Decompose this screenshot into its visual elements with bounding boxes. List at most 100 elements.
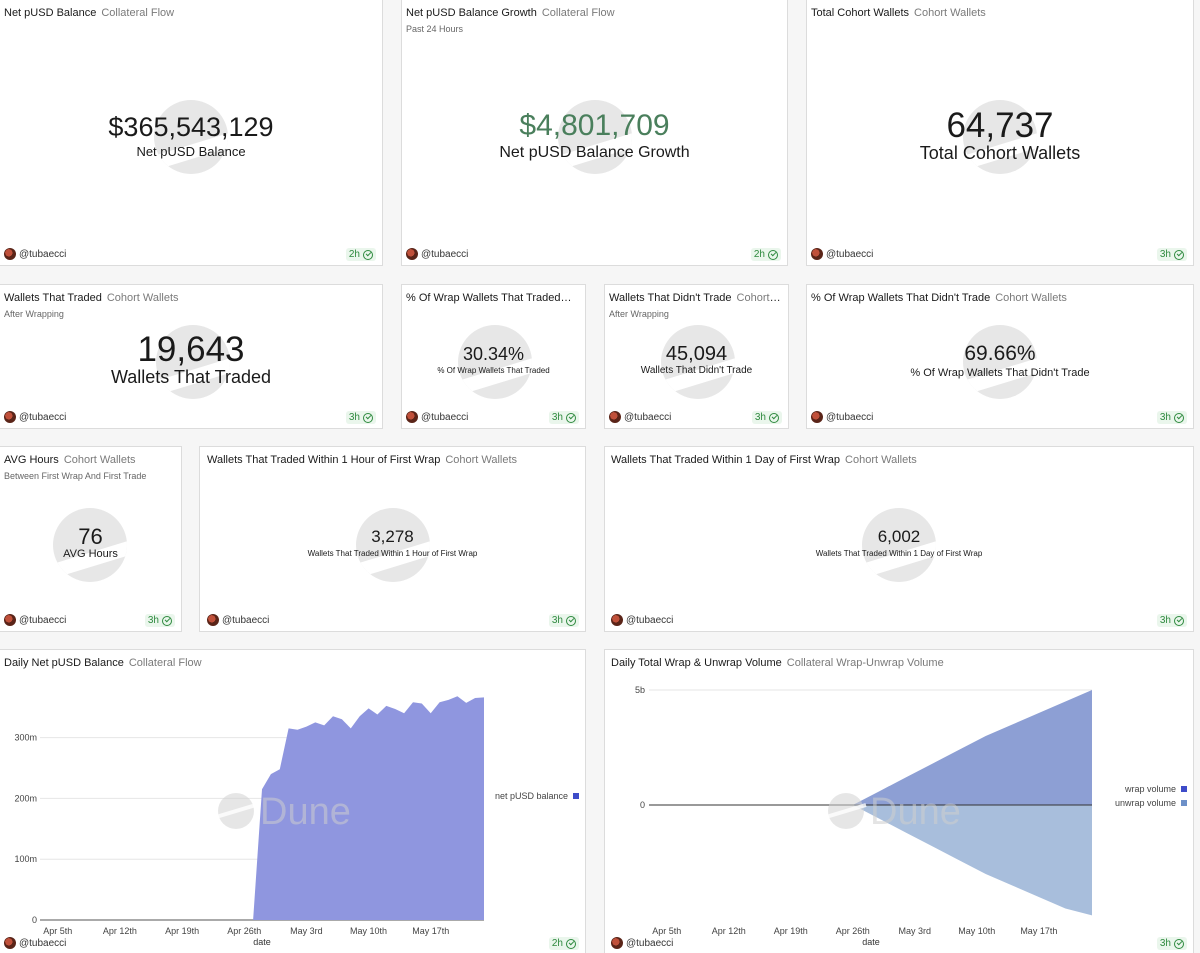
author-name: @tubaecci: [626, 614, 674, 626]
y-tick-label: 100m: [14, 854, 37, 864]
avatar: [811, 411, 823, 423]
author-name: @tubaecci: [19, 937, 67, 949]
author[interactable]: @tubaecci: [4, 411, 66, 423]
card-title[interactable]: % Of Wrap Wallets That Didn't Trade: [811, 292, 991, 304]
card-title[interactable]: % Of Wrap Wallets That Traded: [406, 292, 561, 304]
author-name: @tubaecci: [826, 411, 874, 423]
card-source[interactable]: Collateral Flow: [101, 7, 175, 19]
card-title[interactable]: Wallets That Traded: [4, 292, 102, 304]
author[interactable]: @tubaecci: [406, 248, 468, 260]
card-source[interactable]: Cohort Wallets: [106, 292, 179, 304]
card-header: Total Cohort Wallets Cohort Wallets: [811, 7, 1187, 20]
author[interactable]: @tubaecci: [609, 411, 671, 423]
card-subtitle: After Wrapping: [4, 309, 64, 319]
card-wallets-that-didnt-trade[interactable]: Wallets That Didn't Trade Cohort W... Aft…: [604, 284, 789, 429]
freshness-badge[interactable]: 3h: [1156, 411, 1187, 424]
freshness-badge[interactable]: 3h: [548, 411, 579, 424]
card-title[interactable]: Wallets That Traded Within 1 Day of Firs…: [611, 454, 841, 466]
freshness-badge[interactable]: 3h: [1156, 248, 1187, 261]
check-circle-icon: [1174, 412, 1184, 423]
dune-logo-slash: [215, 803, 257, 819]
counter: 76 AVG Hours: [0, 526, 181, 561]
card-title[interactable]: Net pUSD Balance: [4, 7, 97, 19]
x-tick-label: Apr 5th: [43, 926, 72, 936]
freshness-badge[interactable]: 3h: [144, 614, 175, 627]
card-title[interactable]: Wallets That Didn't Trade: [609, 292, 732, 304]
freshness-badge[interactable]: 2h: [345, 248, 376, 261]
card-net-pusd-balance-growth[interactable]: Net pUSD Balance Growth Collateral Flow P…: [401, 0, 788, 266]
dune-watermark-text: Dune: [260, 791, 351, 833]
author-name: @tubaecci: [19, 411, 67, 423]
card-daily-wrap-unwrap-volume[interactable]: Daily Total Wrap & Unwrap Volume Collater…: [604, 649, 1194, 953]
card-net-pusd-balance[interactable]: Net pUSD Balance Collateral Flow $365,543…: [0, 0, 383, 266]
card-source[interactable]: Cohort Wallets: [63, 454, 136, 466]
card-pct-wrap-wallets-didnt-trade[interactable]: % Of Wrap Wallets That Didn't Trade Cohor…: [806, 284, 1194, 429]
author[interactable]: @tubaecci: [611, 614, 673, 626]
card-source[interactable]: Cohort Wallets: [445, 454, 518, 466]
author[interactable]: @tubaecci: [406, 411, 468, 423]
freshness-badge[interactable]: 3h: [1156, 937, 1187, 950]
check-circle-icon: [363, 412, 373, 423]
author[interactable]: @tubaecci: [811, 411, 873, 423]
author-name: @tubaecci: [19, 248, 67, 260]
card-title[interactable]: Wallets That Traded Within 1 Hour of Fir…: [207, 454, 441, 466]
freshness-age: 3h: [147, 615, 159, 626]
freshness-badge[interactable]: 3h: [751, 411, 782, 424]
freshness-badge[interactable]: 2h: [548, 937, 579, 950]
avatar: [609, 411, 621, 423]
counter-label: Net pUSD Balance Growth: [499, 144, 690, 161]
card-title[interactable]: Net pUSD Balance Growth: [406, 7, 537, 19]
card-wallets-that-traded[interactable]: Wallets That Traded Cohort Wallets After …: [0, 284, 383, 429]
counter: 3,278 Wallets That Traded Within 1 Hour …: [200, 528, 585, 559]
card-source[interactable]: Cohort W...: [736, 292, 782, 304]
y-tick-label: 0: [640, 800, 645, 810]
counter: 19,643 Wallets That Traded: [0, 332, 382, 389]
card-traded-within-1-day[interactable]: Wallets That Traded Within 1 Day of Firs…: [604, 446, 1194, 632]
freshness-badge[interactable]: 2h: [750, 248, 781, 261]
card-title[interactable]: Total Cohort Wallets: [811, 7, 910, 19]
dune-watermark-icon: [661, 325, 735, 399]
freshness-badge[interactable]: 3h: [1156, 614, 1187, 627]
author[interactable]: @tubaecci: [4, 937, 66, 949]
author-name: @tubaecci: [421, 411, 469, 423]
counter-value: 69.66%: [964, 342, 1036, 365]
author[interactable]: @tubaecci: [207, 614, 269, 626]
card-source[interactable]: Collateral Flow: [541, 7, 615, 19]
author[interactable]: @tubaecci: [4, 248, 66, 260]
daily-net-pusd-balance-chart[interactable]: 0 100m 200m 300m Apr 5th Apr 12th Apr 19th Apr …: [0, 650, 586, 953]
daily-wrap-unwrap-volume-chart[interactable]: 0 5b Apr 5th Apr 12th Apr 19th Apr 26th May 3r…: [605, 650, 1194, 953]
card-total-cohort-wallets[interactable]: Total Cohort Wallets Cohort Wallets 64,73…: [806, 0, 1194, 266]
author[interactable]: @tubaecci: [611, 937, 673, 949]
counter-label: AVG Hours: [63, 548, 118, 560]
card-source[interactable]: Cohort Wallets: [845, 454, 917, 466]
check-circle-icon: [566, 412, 576, 423]
freshness-age: 3h: [551, 412, 563, 423]
freshness-badge[interactable]: 3h: [548, 614, 579, 627]
card-title[interactable]: AVG Hours: [4, 454, 59, 466]
x-tick-label: May 10th: [350, 926, 387, 936]
author[interactable]: @tubaecci: [811, 248, 873, 260]
check-circle-icon: [769, 412, 779, 423]
dune-watermark-icon: [558, 100, 632, 174]
avatar: [611, 614, 623, 626]
card-source[interactable]: Cohort Wallets: [995, 292, 1067, 304]
author-name: @tubaecci: [624, 411, 672, 423]
card-traded-within-1-hour[interactable]: Wallets That Traded Within 1 Hour of Fir…: [199, 446, 586, 632]
card-source[interactable]: Cohort Wallets: [914, 7, 986, 19]
card-header: AVG Hours Cohort Wallets: [4, 454, 175, 467]
counter-value: 64,737: [946, 106, 1054, 145]
dune-watermark-text: Dune: [870, 791, 961, 833]
card-avg-hours[interactable]: AVG Hours Cohort Wallets Between First Wr…: [0, 446, 182, 632]
x-tick-label: May 3rd: [899, 926, 932, 936]
counter-value: 19,643: [137, 330, 245, 369]
author[interactable]: @tubaecci: [4, 614, 66, 626]
counter: 6,002 Wallets That Traded Within 1 Day o…: [605, 528, 1193, 559]
freshness-badge[interactable]: 3h: [345, 411, 376, 424]
legend-swatch: [573, 793, 579, 799]
counter-value: 3,278: [371, 527, 414, 546]
dune-watermark-icon: [458, 325, 532, 399]
y-tick-label: 300m: [14, 733, 37, 743]
